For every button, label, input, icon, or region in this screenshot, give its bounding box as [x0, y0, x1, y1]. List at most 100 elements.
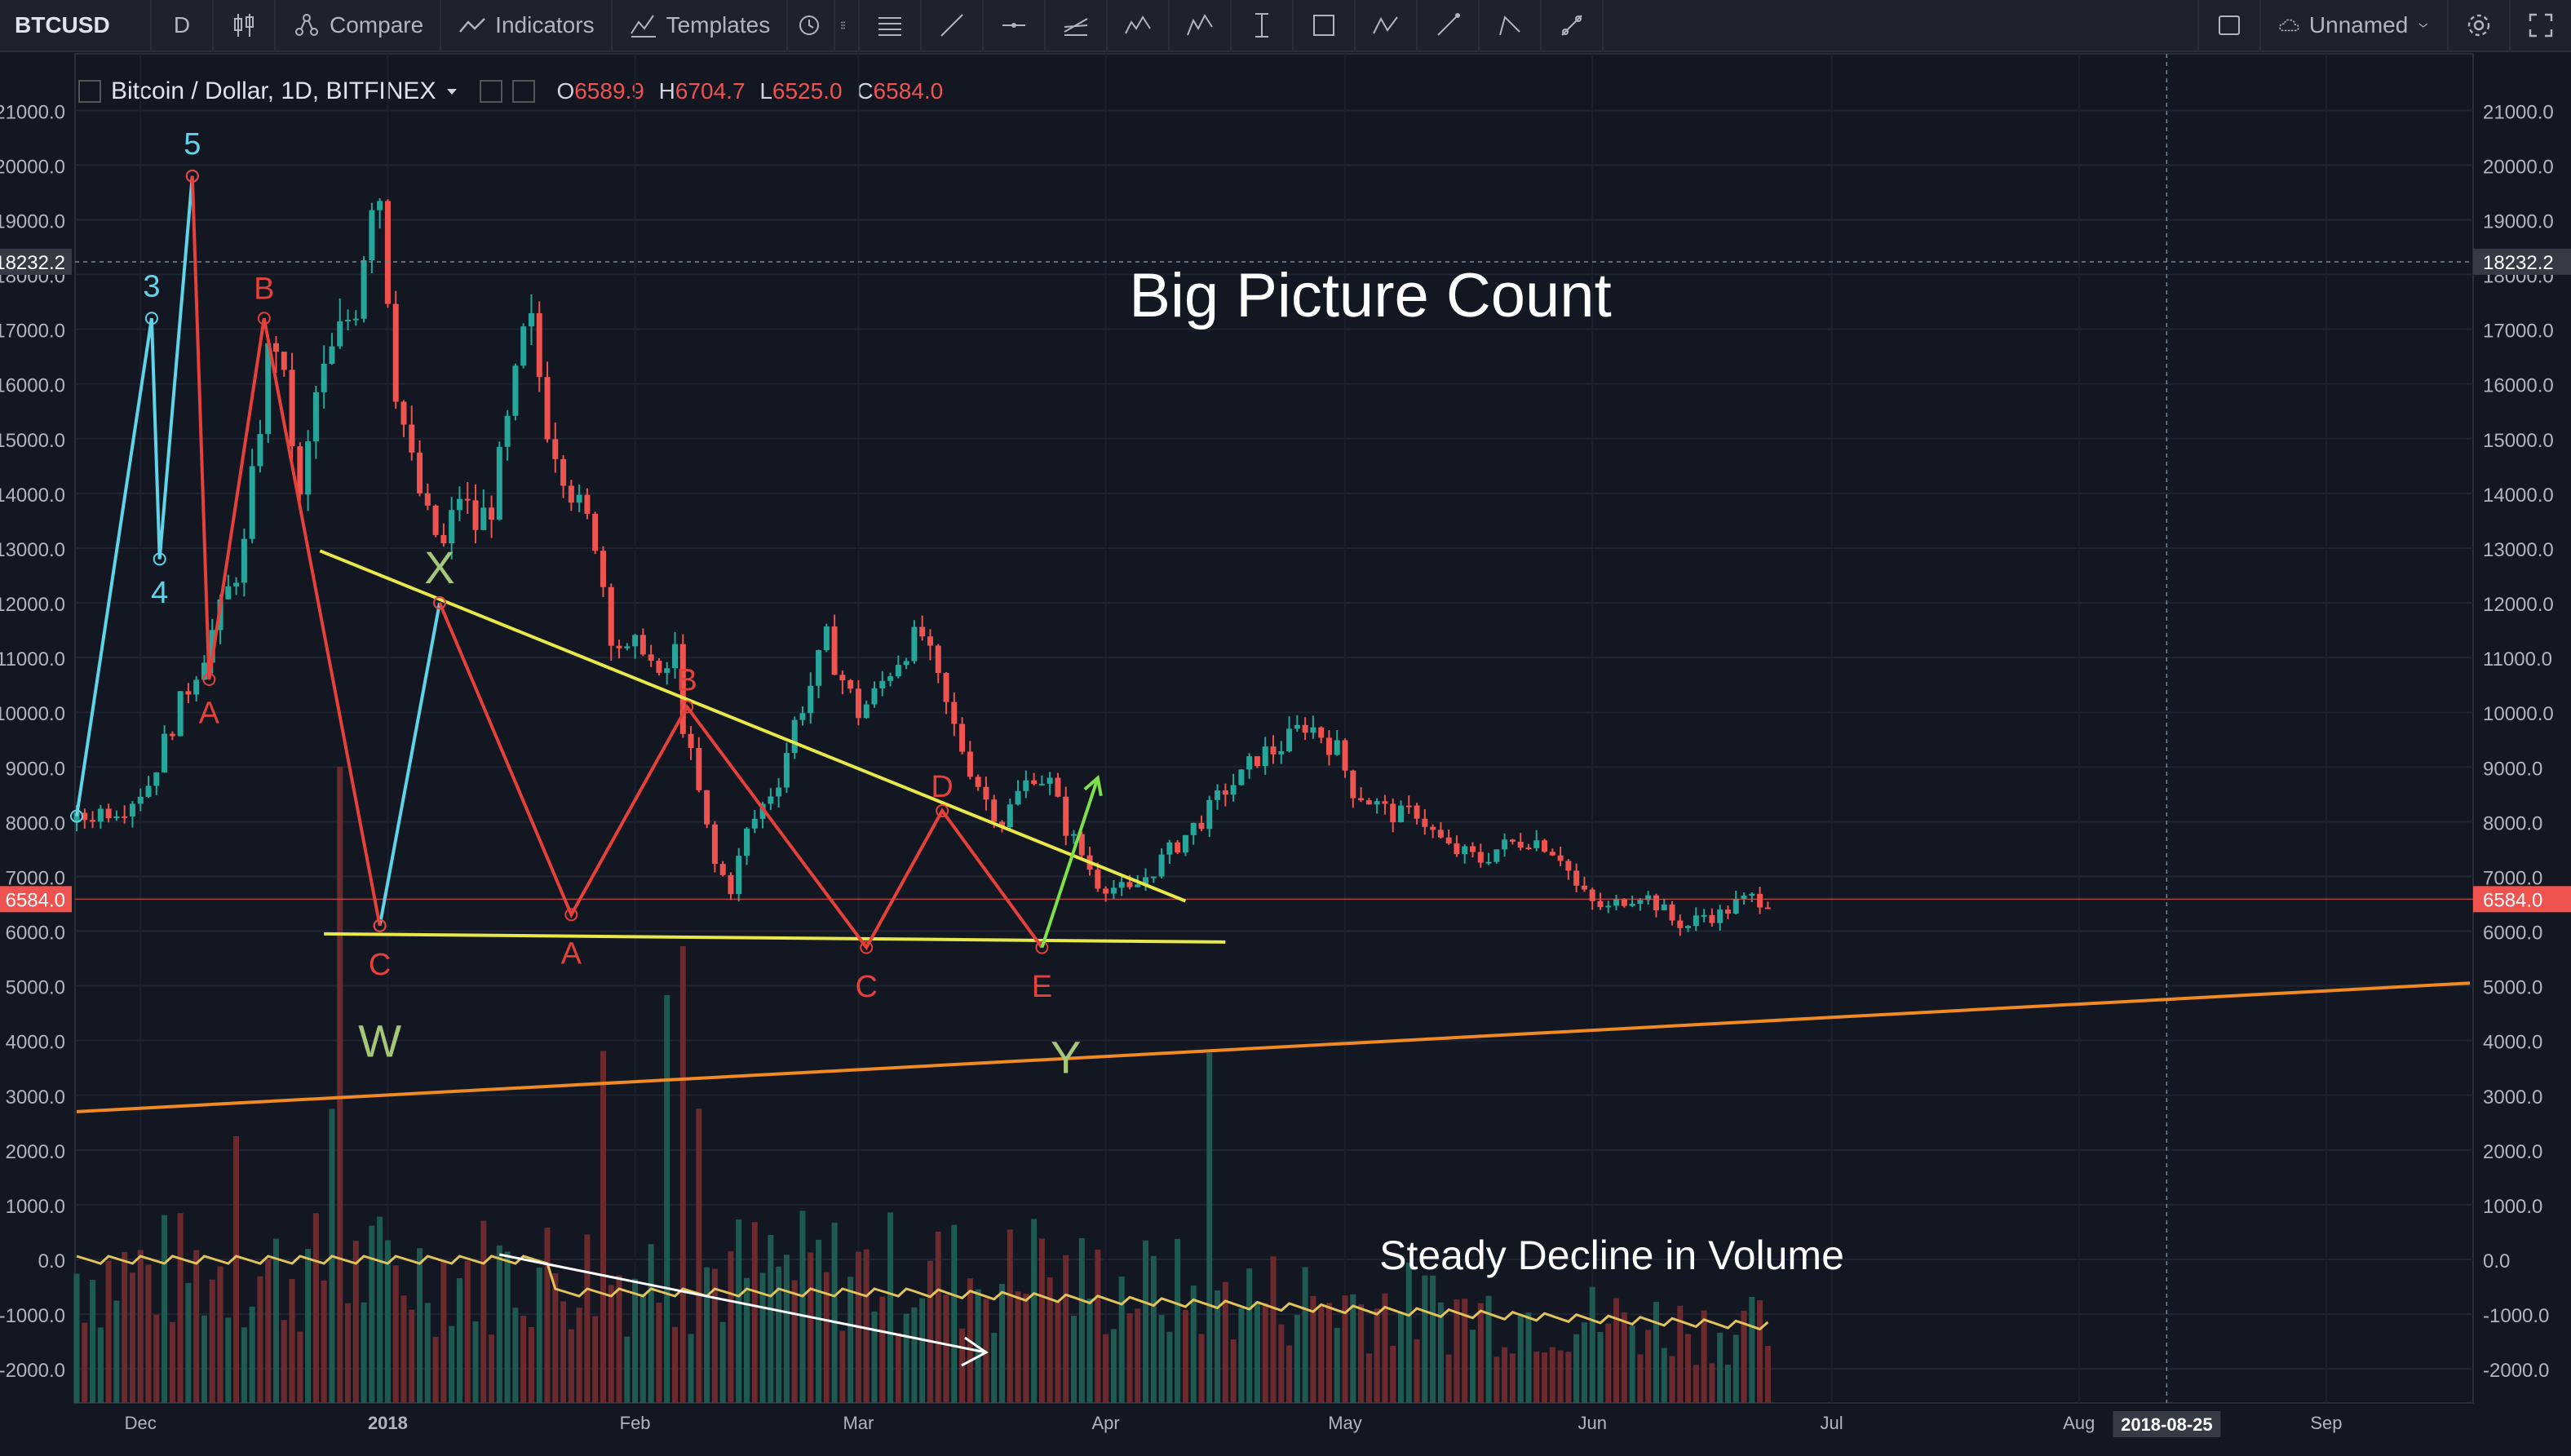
wave-point	[1035, 940, 1049, 954]
volume-bar	[169, 1321, 175, 1403]
measure-tool[interactable]	[1232, 0, 1294, 51]
candle-body	[417, 452, 423, 493]
y-tick-label-left: 20000.0	[0, 156, 65, 178]
volume-bar	[1445, 1354, 1452, 1403]
volume-bar	[839, 1330, 846, 1403]
indicators-icon	[459, 18, 486, 33]
abcd-tool[interactable]	[1356, 0, 1418, 51]
volume-bar	[728, 1251, 734, 1403]
price-chart[interactable]: 3 4 5 A B C X A B C D E W Y 21000.0 21000.0 20000.0 2000…	[0, 52, 2571, 1456]
candle-body	[903, 661, 909, 666]
elliott-wave-tool[interactable]	[1170, 0, 1232, 51]
volume-bar	[768, 1235, 774, 1403]
wave-label-3: 3	[143, 269, 160, 303]
settings-button[interactable]	[2447, 0, 2509, 51]
volume-bar	[1573, 1334, 1580, 1403]
candle-body	[887, 676, 894, 681]
interval-button[interactable]: D	[152, 0, 214, 51]
candle-body	[1310, 727, 1316, 733]
y-tick-label-right: 2000.0	[2483, 1141, 2542, 1163]
compare-icon	[295, 14, 318, 36]
candle-body	[1724, 909, 1731, 914]
candle-body	[1581, 885, 1587, 890]
candle-body	[1047, 777, 1053, 784]
square-icon	[2219, 15, 2240, 35]
candle-body	[696, 748, 702, 790]
wave-point	[153, 552, 166, 566]
volume-bar	[568, 1329, 574, 1403]
candle-body	[249, 466, 255, 539]
measure-icon	[1255, 13, 1269, 38]
layout-menu[interactable]: Unnamed	[2259, 0, 2447, 51]
candle-body	[1637, 900, 1644, 904]
candle-body	[377, 201, 383, 210]
wave-point	[432, 596, 446, 610]
candle-body	[369, 210, 375, 260]
chevron-down-icon	[2418, 23, 2428, 28]
fullscreen-toggle[interactable]	[2197, 0, 2259, 51]
volume-bar	[648, 1244, 654, 1403]
x-tick-label: Apr	[1091, 1413, 1119, 1433]
volume-bar	[895, 1333, 901, 1403]
lines-tool[interactable]	[860, 0, 923, 51]
alert-button[interactable]	[788, 0, 834, 51]
chart-canvas[interactable]: 3 4 5 A B C X A B C D E W Y 21000.0 21000.0 20000.0 2000…	[0, 52, 2571, 1452]
wave-point	[564, 908, 578, 922]
collapse-legend-icon[interactable]	[78, 80, 101, 103]
candle-body	[352, 318, 359, 321]
legend-symbol-title[interactable]: Bitcoin / Dollar, 1D, BITFINEX	[111, 77, 436, 104]
compare-label: Compare	[330, 12, 424, 38]
trendline-tool[interactable]	[922, 0, 985, 51]
symbol-search[interactable]: BTCUSD	[0, 0, 152, 51]
volume-bar	[449, 1325, 455, 1403]
wave-label-c: C	[855, 970, 877, 1004]
volume-bar	[808, 1252, 814, 1403]
candle-body	[1509, 839, 1516, 842]
candle-body	[504, 415, 511, 447]
horizontal-line-tool[interactable]	[984, 0, 1047, 51]
last-price-label-left: 6584.0	[6, 889, 65, 911]
volume-bar	[1310, 1295, 1316, 1403]
candle-body	[776, 787, 782, 797]
chart-type-button[interactable]	[214, 0, 276, 51]
volume-bars	[73, 767, 1771, 1403]
indicators-button[interactable]: Indicators	[441, 0, 613, 51]
volume-bar	[1365, 1353, 1372, 1403]
chevron-down-icon[interactable]	[445, 85, 458, 98]
volume-bar	[352, 1241, 359, 1403]
candle-body	[1015, 790, 1021, 805]
volume-bar	[927, 1260, 933, 1403]
volume-bar	[1645, 1330, 1652, 1403]
rectangle-icon	[1313, 15, 1335, 36]
candle-body	[1669, 904, 1675, 921]
volume-bar	[991, 1333, 998, 1403]
candle-body	[1095, 870, 1101, 889]
candle-body	[209, 630, 215, 663]
candle-body	[137, 796, 144, 804]
volume-bar	[1095, 1249, 1101, 1403]
path-tool[interactable]	[1480, 0, 1542, 51]
brush-tool[interactable]	[1418, 0, 1480, 51]
rectangle-tool[interactable]	[1294, 0, 1356, 51]
candle-body	[1158, 854, 1165, 877]
visibility-icon[interactable]	[480, 80, 503, 103]
volume-bar	[1278, 1324, 1285, 1403]
volume-bar	[576, 1308, 582, 1403]
volume-bar	[1605, 1323, 1612, 1403]
drag-handle[interactable]	[835, 0, 861, 51]
compare-button[interactable]: Compare	[276, 0, 442, 51]
volume-decline-arrow-head	[961, 1336, 989, 1367]
abcd-icon	[1373, 16, 1399, 34]
x-tick-label: 2018	[368, 1413, 408, 1433]
templates-button[interactable]: Templates	[613, 0, 789, 51]
pattern-tool[interactable]	[1108, 0, 1170, 51]
arrow-tool[interactable]	[1542, 0, 1604, 51]
expand-button[interactable]	[2509, 0, 2571, 51]
legend-settings-icon[interactable]	[512, 80, 536, 103]
volume-bar	[536, 1268, 542, 1403]
volume-bar	[512, 1308, 519, 1403]
candle-body	[927, 636, 933, 646]
pitchfork-tool[interactable]	[1046, 0, 1108, 51]
volume-bar	[185, 1282, 192, 1403]
volume-bar	[704, 1267, 710, 1403]
